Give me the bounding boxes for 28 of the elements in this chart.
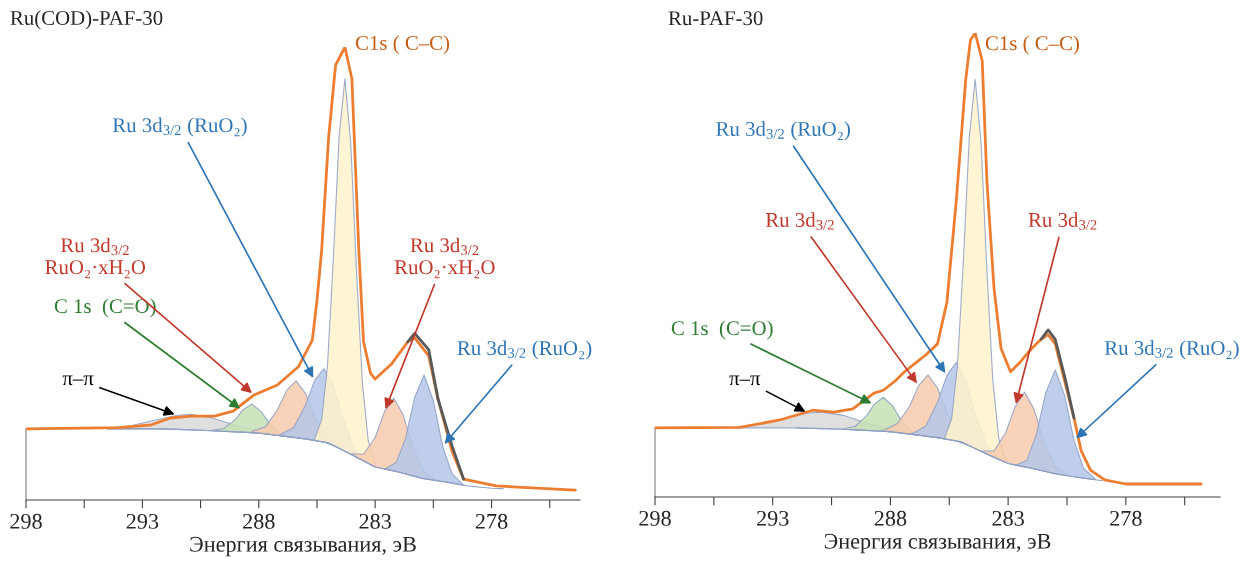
x-tick-label: 298 <box>10 513 42 529</box>
annotation: Ru 3d$_{3/2}$ (RuO₂) <box>716 121 850 141</box>
x-axis-title: Энергия связывания, эВ <box>824 533 1051 554</box>
annotation: π–π <box>729 375 761 386</box>
chart-title: Ru(COD)-PAF-30 <box>10 10 163 30</box>
x-tick-label: 298 <box>639 510 671 526</box>
chart-title: Ru-PAF-30 <box>668 11 763 26</box>
annotation: C1s ( C–C) <box>985 35 1079 55</box>
x-tick-label: 278 <box>475 513 508 529</box>
x-tick-label: 288 <box>243 513 275 529</box>
annotation: Ru 3d$_{3/2}$ <box>1028 212 1097 230</box>
x-tick-label: 283 <box>359 513 391 529</box>
x-tick-label: 278 <box>1110 510 1142 526</box>
x-tick-label: 288 <box>874 510 907 526</box>
annotation: C 1s (C=O) <box>671 320 773 340</box>
annotation: π–π <box>62 375 94 386</box>
annotation: C 1s (C=O) <box>54 298 156 318</box>
x-tick-label: 283 <box>992 510 1024 526</box>
annotation: C1s ( C–C) <box>355 35 450 55</box>
annotation: Ru 3d$_{3/2}$ RuO₂·xH₂O <box>394 237 495 279</box>
x-tick-label: 293 <box>757 510 789 526</box>
annotation: Ru 3d$_{3/2}$ (RuO₂) <box>112 117 247 137</box>
annotation: Ru 3d$_{3/2}$ (RuO₂) <box>457 340 592 360</box>
annotation: Ru 3d$_{3/2}$ (RuO₂) <box>1104 340 1239 360</box>
annotation: Ru 3d$_{3/2}$ RuO₂·xH₂O <box>45 237 146 279</box>
x-tick-label: 293 <box>126 513 159 529</box>
annotation: Ru 3d$_{3/2}$ <box>765 212 834 230</box>
x-axis-title: Энергия связывания, эВ <box>190 536 416 557</box>
